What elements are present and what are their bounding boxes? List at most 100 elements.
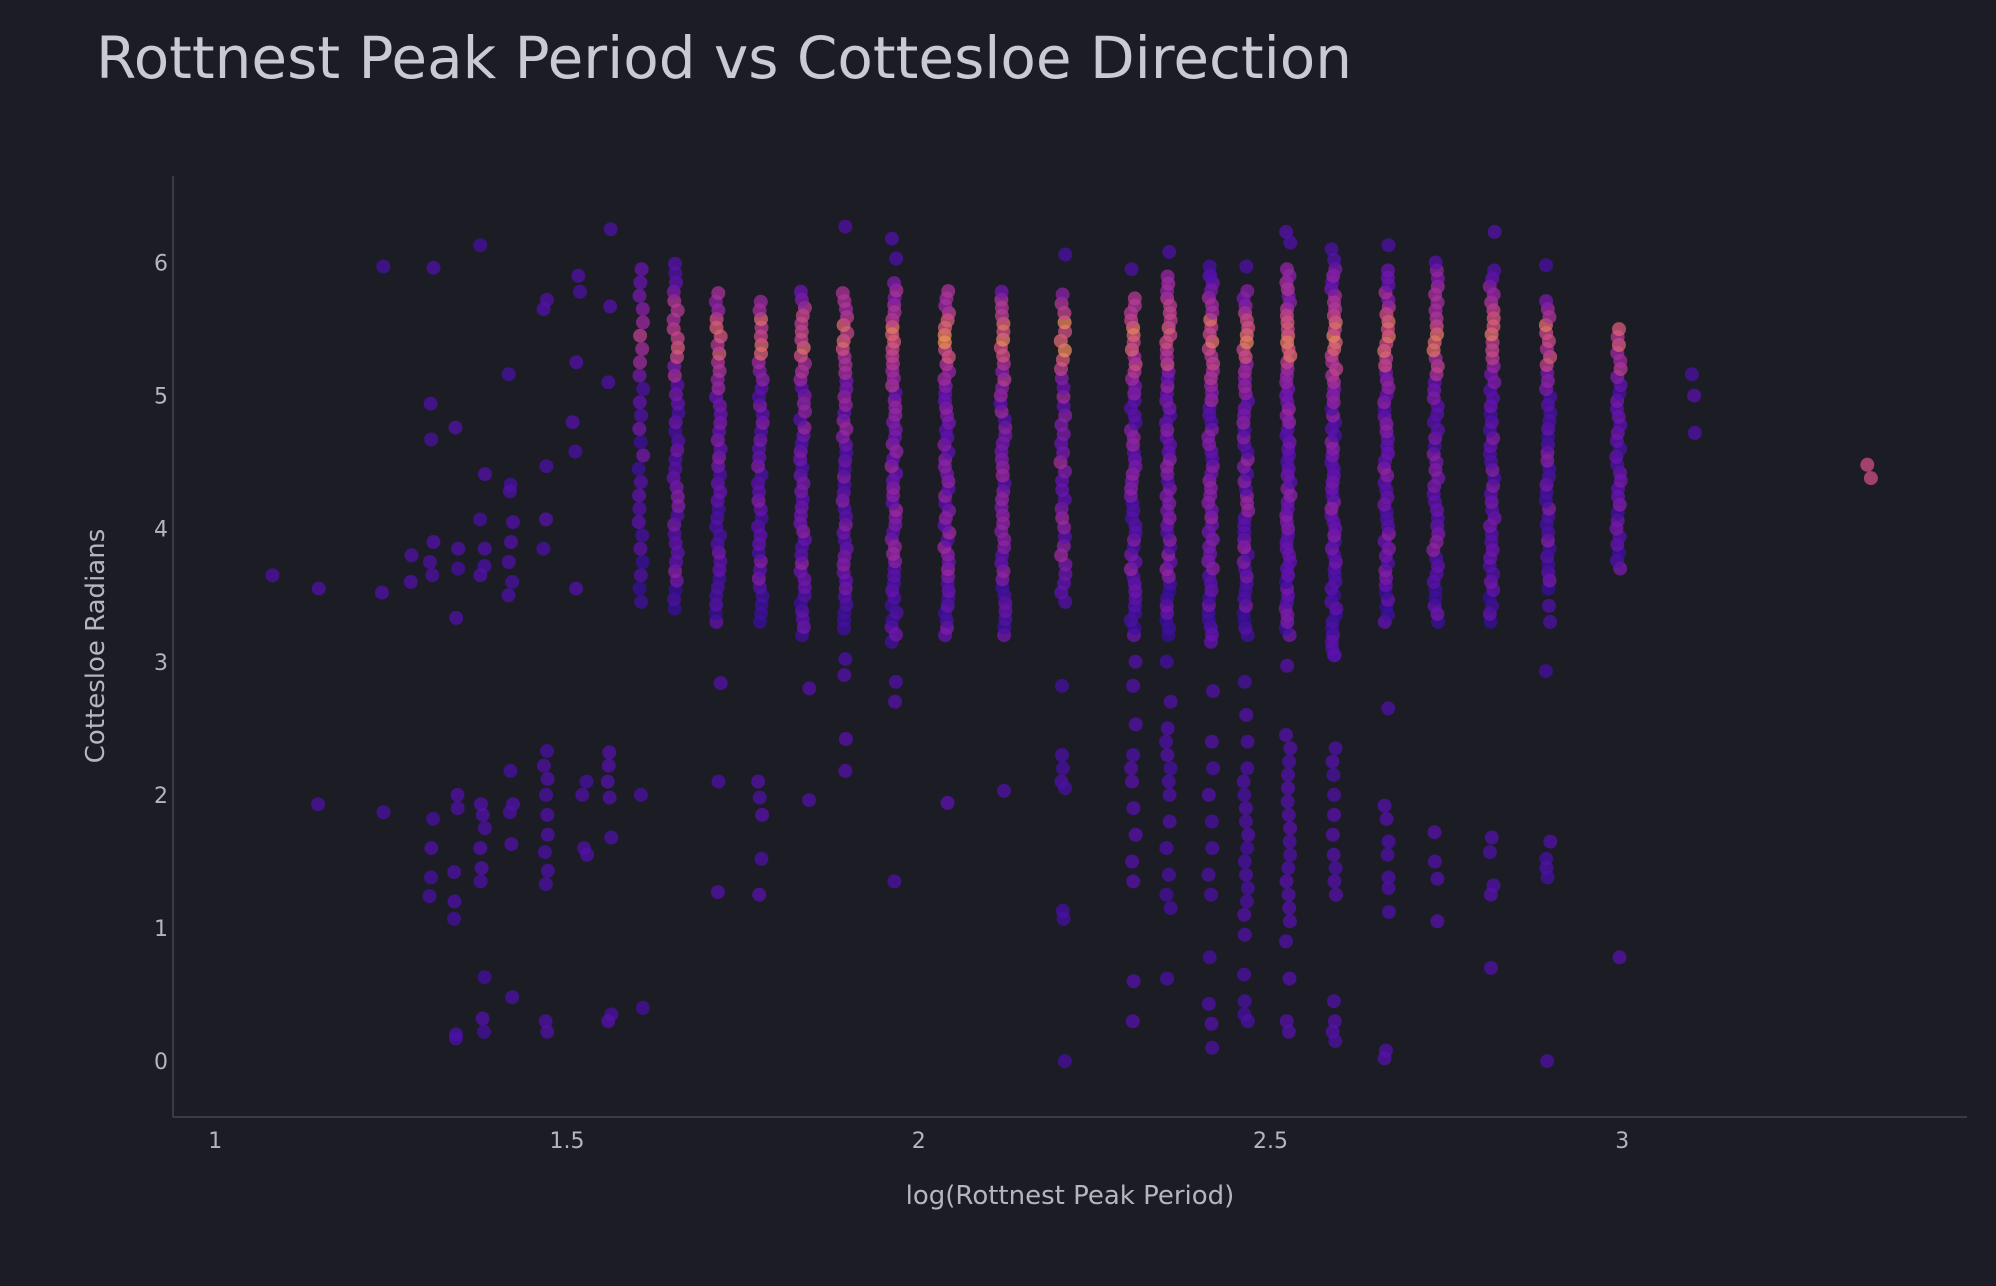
data-point	[536, 541, 551, 556]
data-point	[1237, 674, 1252, 689]
data-point	[635, 555, 650, 569]
data-point	[1241, 827, 1256, 842]
data-point	[888, 694, 903, 709]
data-point	[1128, 717, 1143, 732]
data-point	[447, 911, 461, 926]
data-point	[502, 805, 517, 820]
data-point	[1126, 974, 1141, 989]
data-point	[1056, 911, 1071, 926]
data-point	[837, 668, 852, 683]
data-point	[635, 1000, 650, 1015]
data-point	[1055, 748, 1069, 762]
data-point	[422, 555, 437, 569]
data-point	[997, 783, 1011, 798]
data-point	[711, 286, 726, 301]
data-point	[473, 874, 488, 889]
data-point	[1328, 1034, 1343, 1049]
data-point	[1159, 841, 1174, 856]
data-point	[633, 475, 648, 490]
data-point	[755, 807, 770, 822]
data-point	[477, 821, 492, 836]
data-point	[1239, 867, 1253, 882]
data-point	[1202, 950, 1217, 965]
data-point	[631, 461, 646, 476]
data-point	[539, 512, 553, 527]
x-tick-label: 2.5	[1253, 1129, 1288, 1154]
data-point	[540, 863, 555, 878]
data-point	[540, 827, 555, 842]
data-point	[540, 807, 555, 822]
data-point	[1162, 814, 1177, 829]
data-point	[426, 260, 441, 275]
data-point	[1279, 224, 1294, 239]
data-point	[1324, 242, 1339, 257]
data-point	[1239, 708, 1254, 722]
data-point	[1539, 258, 1553, 273]
data-point	[311, 797, 326, 812]
data-point	[569, 581, 584, 596]
data-point	[1237, 967, 1252, 982]
data-point	[1543, 834, 1558, 849]
data-point	[1160, 269, 1175, 284]
data-point	[1687, 388, 1702, 403]
data-point	[1240, 284, 1255, 299]
data-point	[1281, 861, 1296, 876]
data-point	[633, 328, 648, 343]
data-point	[1240, 894, 1254, 909]
data-point	[1058, 247, 1073, 262]
data-point	[634, 408, 649, 423]
data-point	[1204, 887, 1219, 902]
data-point	[1128, 827, 1143, 842]
data-point	[424, 841, 439, 856]
data-point	[1055, 287, 1070, 302]
data-point	[752, 790, 767, 805]
data-point	[994, 284, 1009, 299]
data-point	[1125, 774, 1139, 789]
data-point	[634, 262, 649, 277]
data-point	[425, 568, 440, 583]
y-tick-label: 3	[154, 651, 168, 676]
data-point	[1687, 425, 1702, 440]
data-point	[602, 790, 617, 805]
data-point	[1159, 887, 1174, 902]
data-point	[1542, 598, 1556, 613]
data-point	[1482, 845, 1497, 860]
data-point	[569, 355, 584, 370]
data-point	[1428, 255, 1443, 270]
data-point	[426, 535, 441, 549]
data-point	[451, 541, 466, 556]
data-point	[1381, 834, 1396, 849]
x-axis-title: log(Rottnest Peak Period)	[906, 1181, 1235, 1211]
data-point	[1283, 741, 1298, 756]
y-tick-label: 1	[154, 917, 168, 942]
data-point	[1282, 901, 1297, 915]
data-point	[941, 284, 956, 299]
data-point	[1124, 262, 1139, 277]
data-point	[1163, 901, 1178, 915]
data-point	[1203, 268, 1218, 283]
data-point	[751, 774, 766, 789]
data-point	[1380, 847, 1395, 862]
data-point	[1281, 781, 1295, 796]
data-point	[565, 415, 580, 430]
data-point	[1159, 654, 1174, 669]
data-point	[1377, 1051, 1392, 1066]
data-point	[1125, 1014, 1140, 1029]
data-point	[477, 541, 492, 556]
data-point	[1237, 907, 1252, 922]
data-point	[1126, 801, 1141, 816]
data-point	[1201, 787, 1216, 802]
data-point	[1160, 721, 1175, 736]
data-point	[668, 256, 682, 271]
data-point	[633, 568, 648, 583]
data-point	[1159, 734, 1173, 749]
data-point	[473, 797, 488, 812]
data-point	[1163, 761, 1178, 776]
data-point	[473, 841, 488, 856]
data-point	[838, 219, 853, 234]
data-point	[1612, 322, 1626, 337]
data-point	[1240, 1014, 1255, 1029]
data-point	[1281, 887, 1296, 902]
data-point	[1206, 761, 1221, 776]
